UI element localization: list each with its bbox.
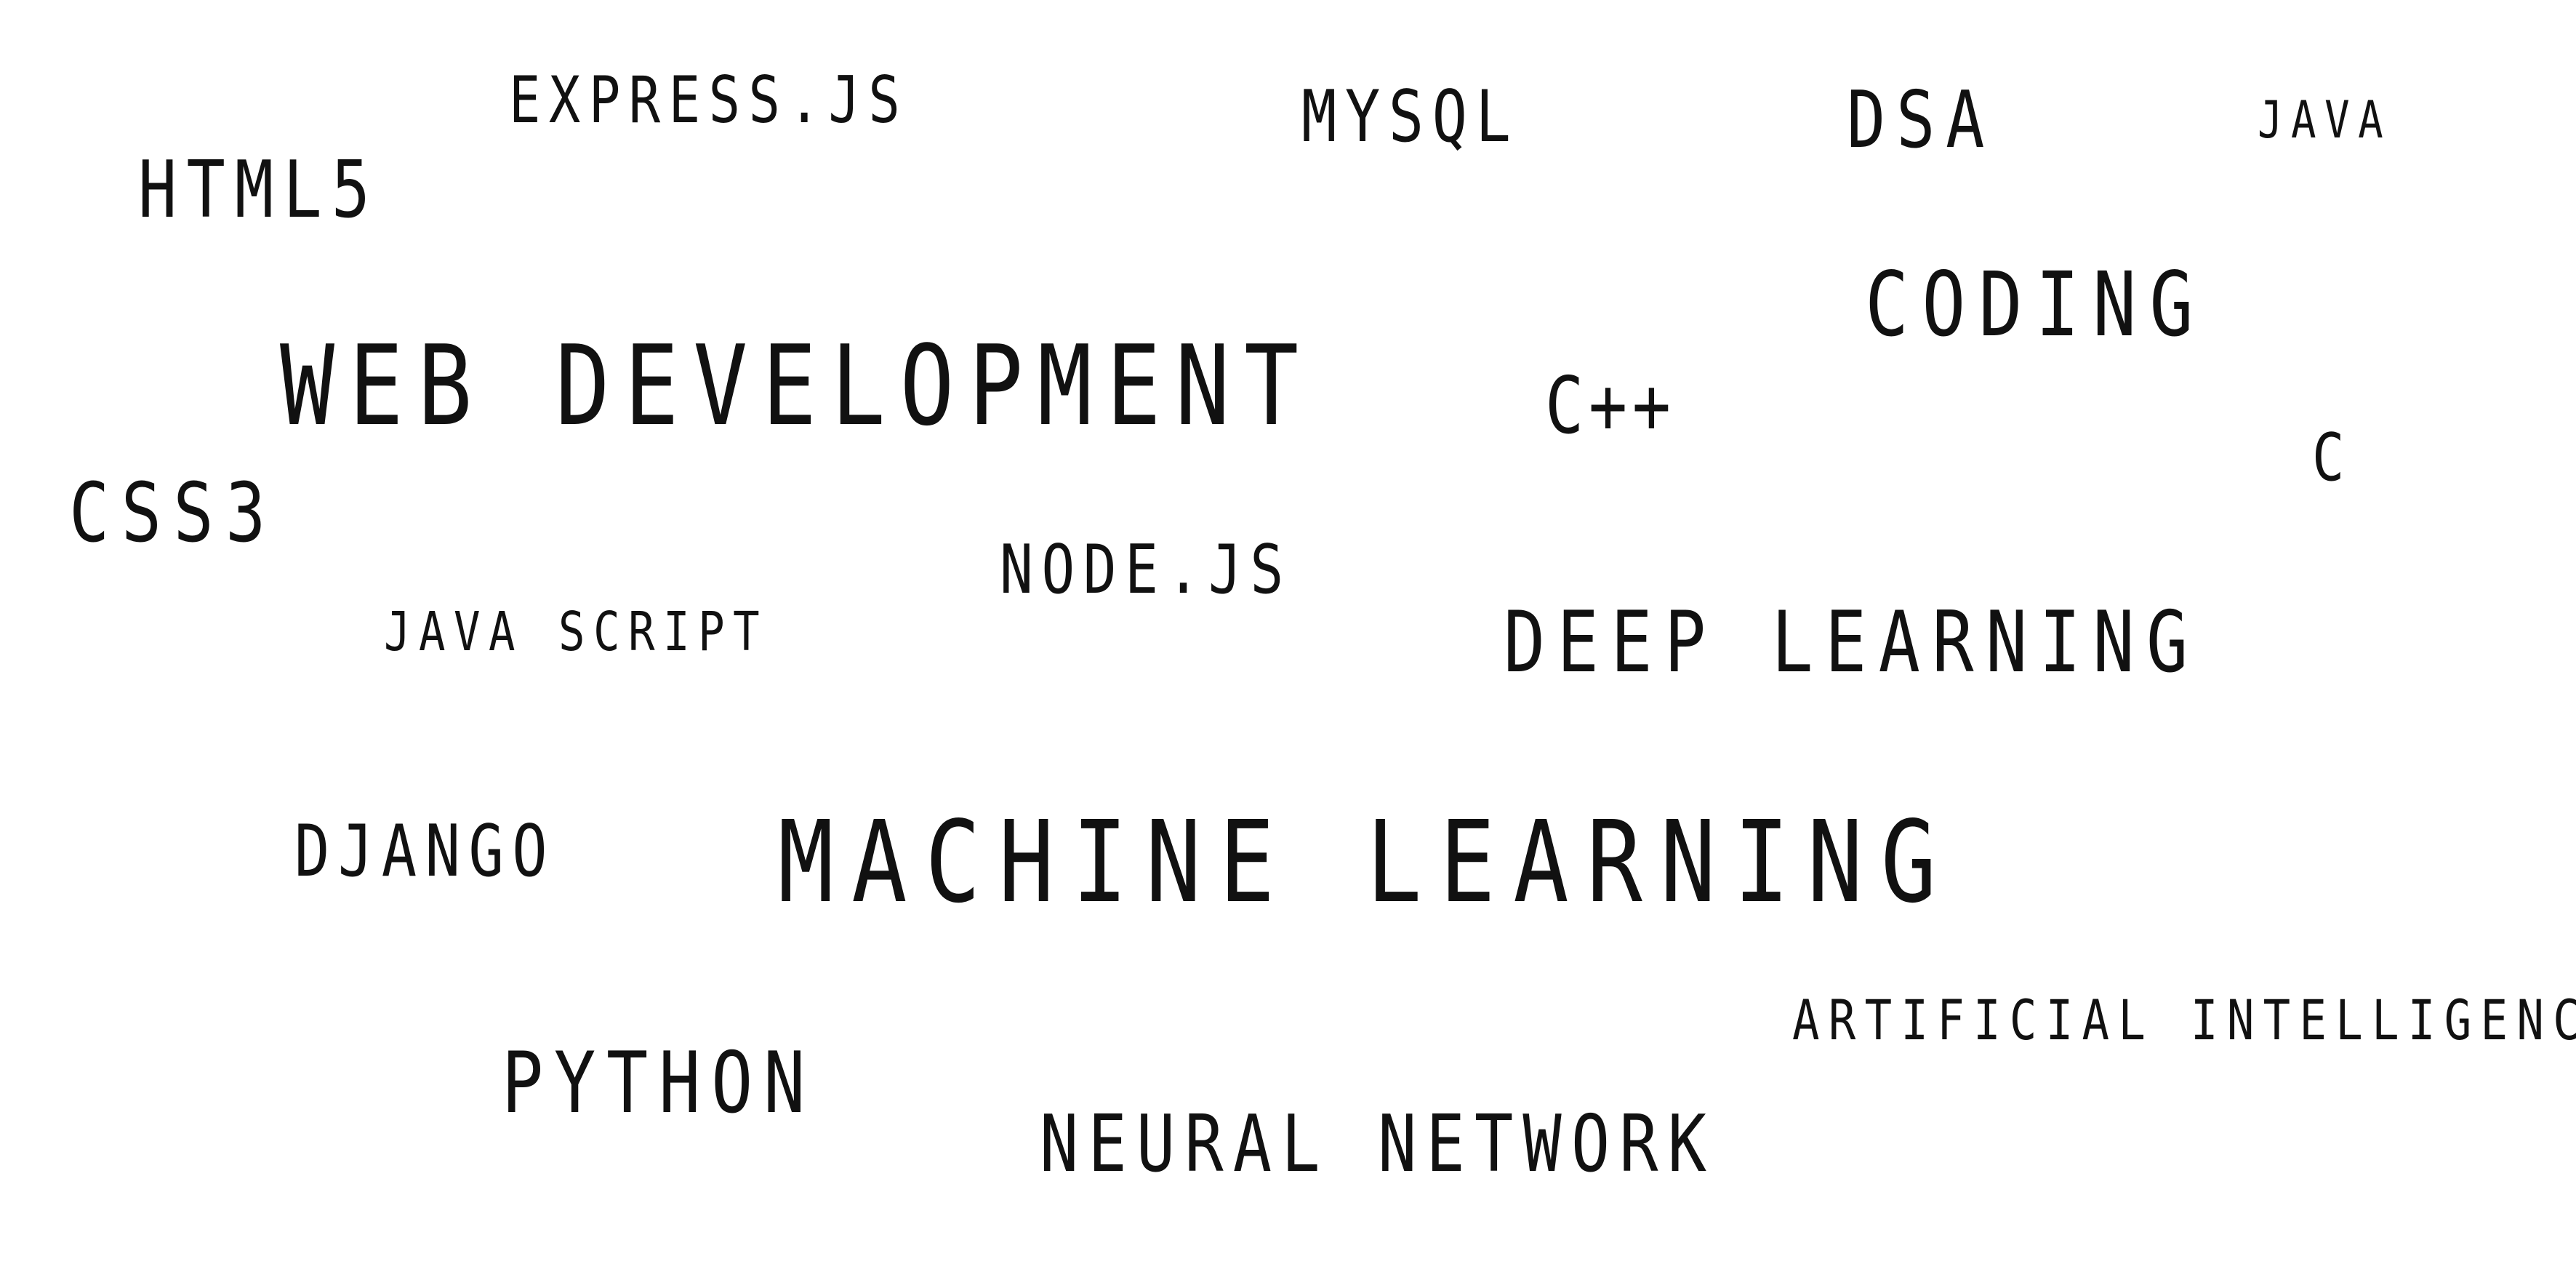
word-web-development: WEB DEVELOPMENT <box>280 321 1313 450</box>
word-deep-learning: DEEP LEARNING <box>1504 593 2200 692</box>
word-css3: CSS3 <box>69 466 278 561</box>
word-c: C <box>2312 420 2345 496</box>
word-dsa: DSA <box>1847 75 1996 166</box>
word-node-js: NODE.JS <box>1000 530 1292 609</box>
word-coding: CODING <box>1865 253 2207 356</box>
word-express-js: EXPRESS.JS <box>509 63 909 137</box>
word-java-script: JAVA SCRIPT <box>384 601 769 663</box>
word-mysql: MYSQL <box>1301 76 1520 159</box>
word-django: DJANGO <box>294 810 556 893</box>
word-neural-network: NEURAL NETWORK <box>1040 1099 1717 1190</box>
word-machine-learning: MACHINE LEARNING <box>778 796 1954 928</box>
word-java: JAVA <box>2258 90 2392 150</box>
word-html5: HTML5 <box>138 145 380 236</box>
word-artificial-intelligence: ARTIFICIAL INTELLIGENCE <box>1792 988 2576 1052</box>
word-cpp: C++ <box>1545 361 1676 452</box>
word-python: PYTHON <box>502 1034 816 1132</box>
